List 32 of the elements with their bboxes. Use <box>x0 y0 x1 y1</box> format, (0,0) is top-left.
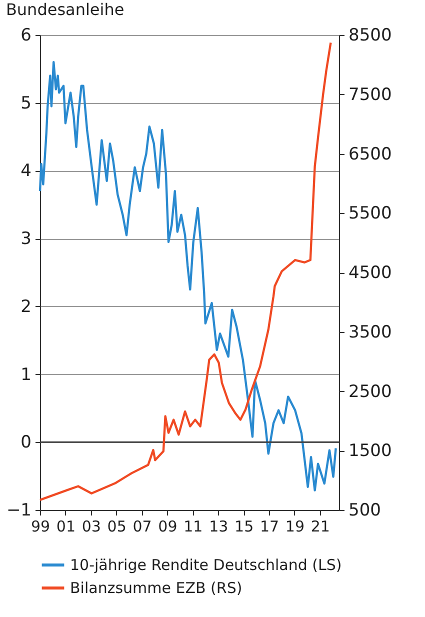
x-tick-label: 09 <box>158 518 178 536</box>
x-tick-label: 17 <box>260 518 280 536</box>
y2-tick-label: 8500 <box>348 26 392 46</box>
x-tick-label: 21 <box>310 518 330 536</box>
x-tick-label: 11 <box>184 518 203 536</box>
y2-tick-label: 500 <box>348 500 381 520</box>
y-tick-label: −1 <box>6 500 32 520</box>
x-tick-label: 05 <box>107 518 126 536</box>
x-tick-label: 99 <box>30 518 50 536</box>
x-tick-label: 13 <box>209 518 228 536</box>
x-tick-label: 19 <box>285 518 305 536</box>
y-tick-label: 4 <box>20 161 32 182</box>
y2-tick-label: 3500 <box>348 322 392 342</box>
y2-tick-label: 4500 <box>348 263 392 283</box>
x-tick-label: 03 <box>82 518 101 536</box>
y2-tick-label: 7500 <box>348 84 392 105</box>
y2-tick-label: 6500 <box>348 144 392 164</box>
y-tick-label: 5 <box>20 93 32 114</box>
y-tick-label: 3 <box>20 229 32 250</box>
y2-tick-label: 5500 <box>348 204 392 224</box>
legend-label: Bilanzsumme EZB (RS) <box>70 579 242 597</box>
y2-tick-label: 1500 <box>348 441 392 462</box>
y-tick-label: 2 <box>20 296 32 317</box>
x-tick-label: 07 <box>132 518 152 536</box>
x-tick-label: 01 <box>56 518 76 536</box>
y-tick-label: 6 <box>20 26 32 46</box>
x-tick-label: 15 <box>234 518 254 536</box>
legend-label: 10-jährige Rendite Deutschland (LS) <box>70 556 342 574</box>
y-tick-label: 0 <box>20 432 32 453</box>
y-tick-label: 1 <box>20 364 32 385</box>
chart-title: Bundesanleihe <box>6 0 124 19</box>
y2-tick-label: 2500 <box>348 382 392 402</box>
